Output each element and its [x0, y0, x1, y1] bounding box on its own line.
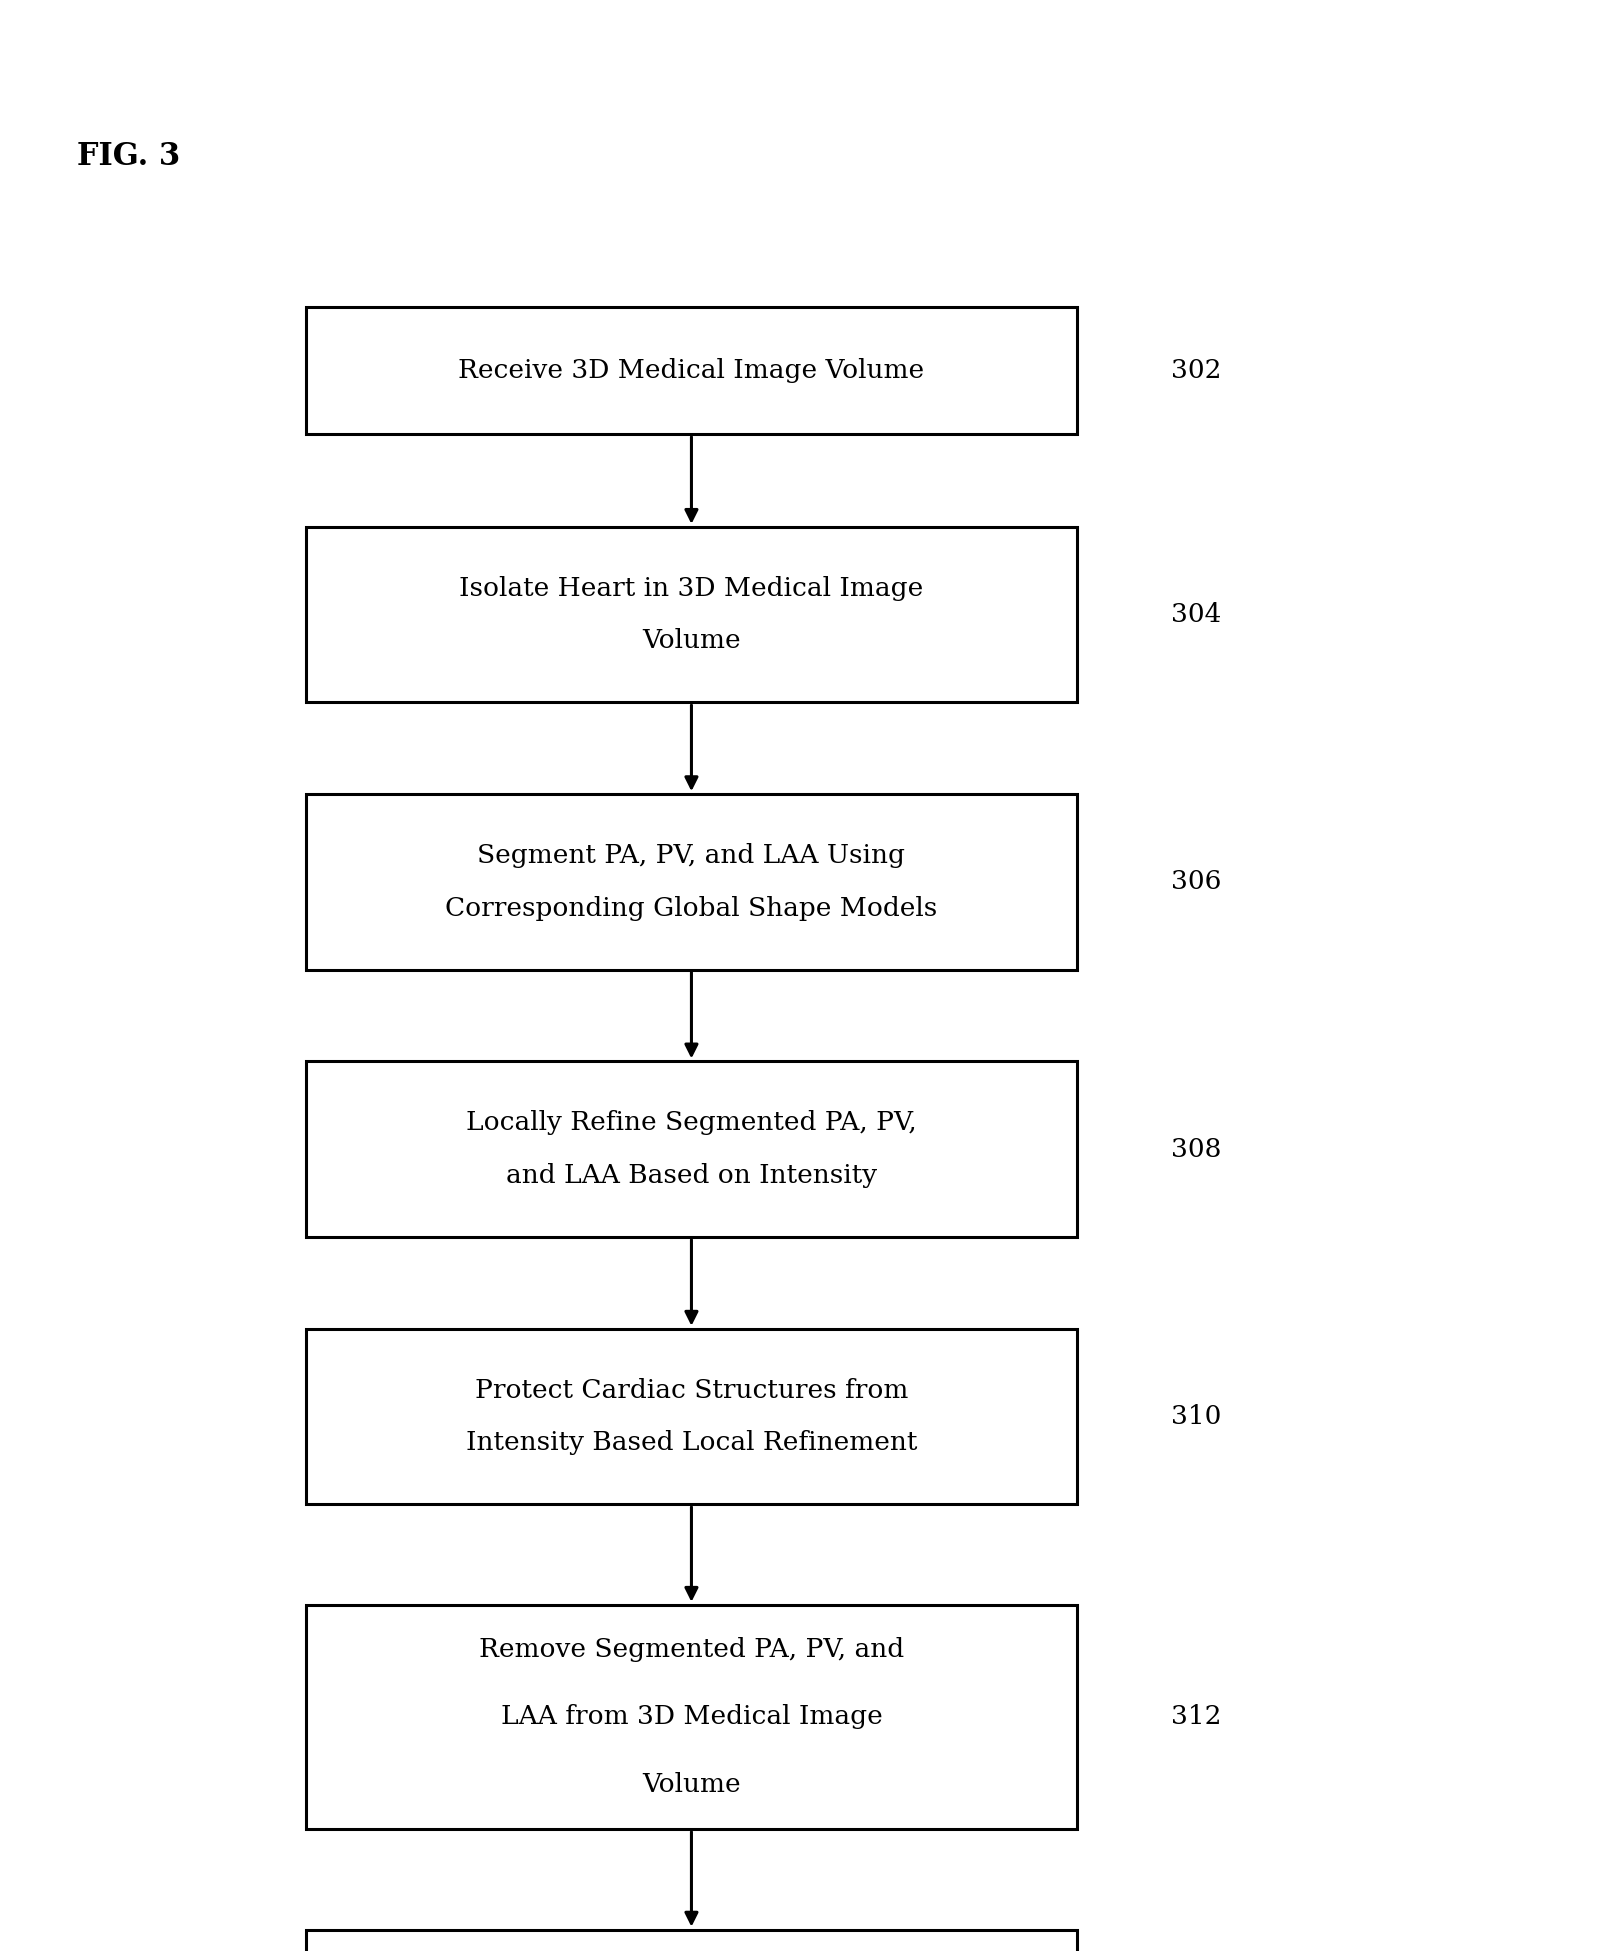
- Text: 306: 306: [1170, 870, 1220, 894]
- FancyBboxPatch shape: [305, 1061, 1077, 1237]
- Text: 302: 302: [1170, 359, 1220, 382]
- FancyBboxPatch shape: [305, 527, 1077, 702]
- Text: Receive 3D Medical Image Volume: Receive 3D Medical Image Volume: [458, 359, 924, 382]
- Text: Locally Refine Segmented PA, PV,: Locally Refine Segmented PA, PV,: [466, 1110, 916, 1135]
- FancyBboxPatch shape: [305, 1930, 1077, 1951]
- Text: 310: 310: [1170, 1405, 1220, 1428]
- FancyBboxPatch shape: [305, 794, 1077, 970]
- Text: Remove Segmented PA, PV, and: Remove Segmented PA, PV, and: [479, 1637, 903, 1662]
- Text: Corresponding Global Shape Models: Corresponding Global Shape Models: [445, 896, 937, 921]
- Text: Segment PA, PV, and LAA Using: Segment PA, PV, and LAA Using: [477, 843, 905, 868]
- Text: Volume: Volume: [641, 1772, 741, 1797]
- Text: Volume: Volume: [641, 628, 741, 654]
- Text: 312: 312: [1170, 1705, 1220, 1729]
- Text: 304: 304: [1170, 603, 1220, 626]
- Text: FIG. 3: FIG. 3: [77, 140, 180, 172]
- Text: LAA from 3D Medical Image: LAA from 3D Medical Image: [500, 1705, 882, 1729]
- Text: Protect Cardiac Structures from: Protect Cardiac Structures from: [474, 1377, 908, 1403]
- Text: and LAA Based on Intensity: and LAA Based on Intensity: [506, 1163, 876, 1188]
- FancyBboxPatch shape: [305, 1329, 1077, 1504]
- FancyBboxPatch shape: [305, 1604, 1077, 1830]
- Text: Isolate Heart in 3D Medical Image: Isolate Heart in 3D Medical Image: [460, 576, 922, 601]
- Text: 308: 308: [1170, 1137, 1220, 1161]
- Text: Intensity Based Local Refinement: Intensity Based Local Refinement: [466, 1430, 916, 1455]
- FancyBboxPatch shape: [305, 306, 1077, 433]
